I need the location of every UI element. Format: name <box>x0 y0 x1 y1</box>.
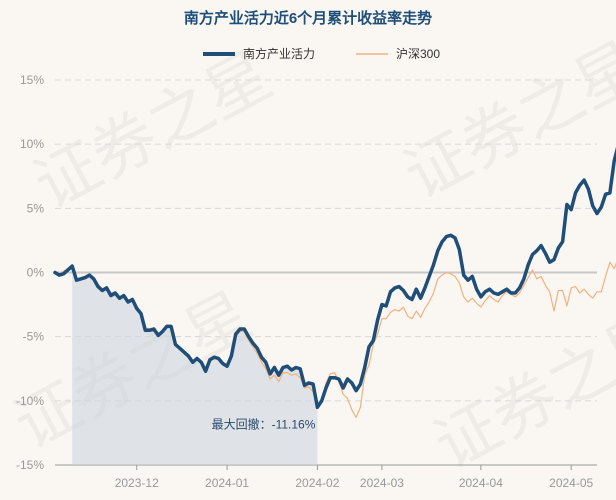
x-tick-label: 2024-02 <box>295 476 339 490</box>
y-tick-label: -15% <box>16 458 44 472</box>
watermark: 证券之星 <box>423 299 616 485</box>
series-lines <box>53 146 616 419</box>
legend-label-fund: 南方产业活力 <box>243 46 315 61</box>
series-line-fund <box>53 146 616 410</box>
x-tick-label: 2023-12 <box>115 476 159 490</box>
drawdown-fill <box>72 266 318 465</box>
x-axis: 2023-12 2024-01 2024-02 2024-03 2024-04 2024-… <box>55 464 597 490</box>
y-tick-label: -10% <box>16 394 44 408</box>
x-tick-label: 2024-04 <box>459 476 503 490</box>
legend-label-index: 沪深300 <box>396 47 440 61</box>
x-tick-label: 2024-01 <box>205 476 249 490</box>
y-tick-label: 15% <box>20 73 44 87</box>
x-tick-label: 2024-05 <box>549 476 593 490</box>
chart-title: 南方产业活力近6个月累计收益率走势 <box>184 9 432 27</box>
y-tick-label: 5% <box>27 201 45 215</box>
y-tick-label: -5% <box>23 330 45 344</box>
drawdown-area <box>72 266 318 465</box>
x-tick-label: 2024-03 <box>360 476 404 490</box>
y-tick-label: 10% <box>20 137 44 151</box>
y-axis: 15% 10% 5% 0% -5% -10% -15% <box>16 73 44 472</box>
watermark: 证券之星 <box>23 39 284 225</box>
max-drawdown-label: 最大回撤：-11.16% <box>212 416 316 431</box>
y-tick-label: 0% <box>27 266 45 280</box>
legend: 南方产业活力 沪深300 <box>203 46 440 61</box>
